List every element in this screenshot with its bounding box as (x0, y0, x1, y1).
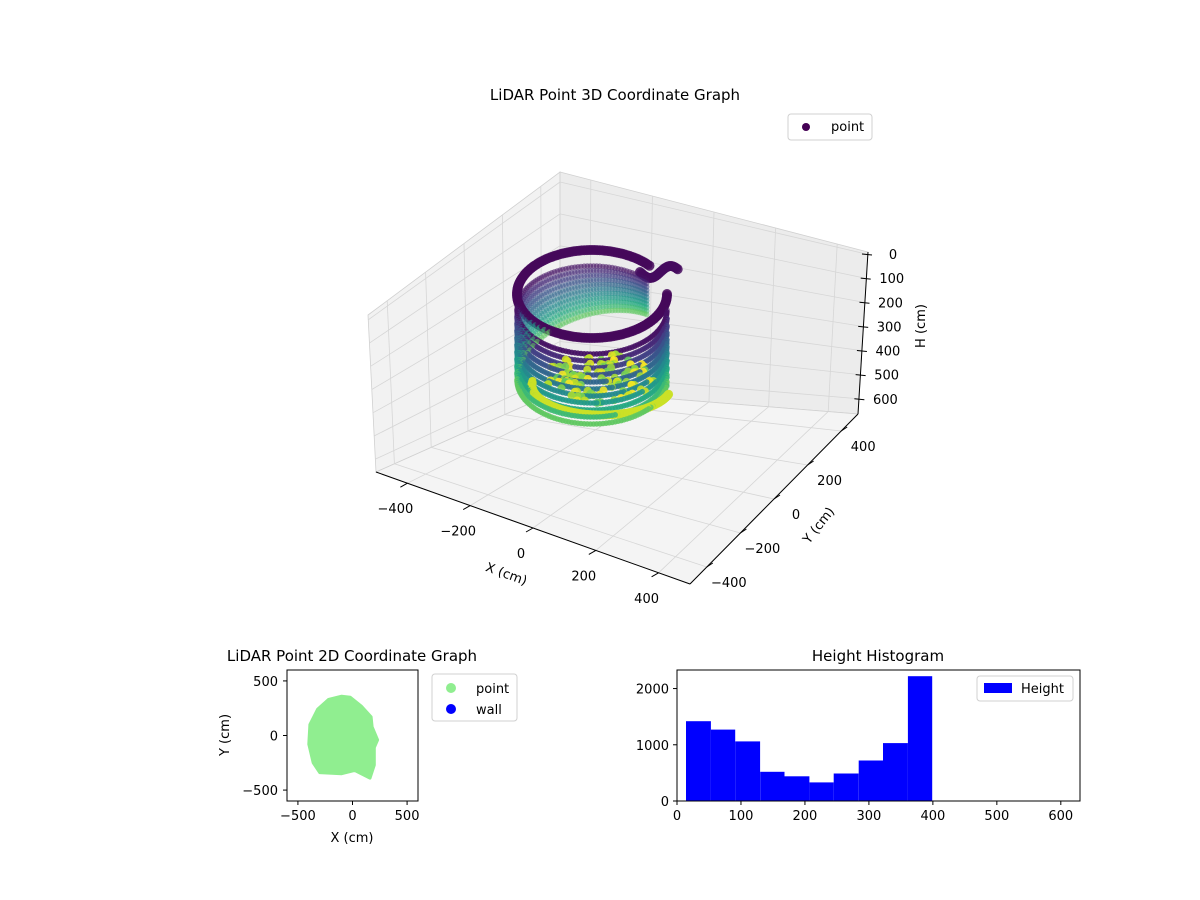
x-tick-label-hist: 600 (1048, 809, 1073, 824)
z-tick-label-3d: 100 (879, 272, 904, 287)
legend-2d: point wall (432, 674, 517, 721)
legend-2d-point-label: point (476, 682, 509, 697)
histogram-bar (785, 776, 810, 801)
legend-2d-wall-label: wall (476, 703, 502, 718)
point-3d (588, 421, 594, 427)
point-3d (588, 414, 594, 420)
x-tick-label-3d: −200 (440, 525, 476, 540)
x-tick-label-3d: 0 (517, 547, 525, 562)
y-tick-label-3d: −200 (745, 542, 781, 557)
y-tick-label-3d: 200 (817, 474, 842, 489)
y-tick-label-2d: 500 (253, 675, 278, 690)
chart-2d: LiDAR Point 2D Coordinate Graph −500−500… (218, 647, 517, 846)
x-tick-mark-3d (652, 573, 659, 577)
y-tick-label-3d: 0 (792, 508, 800, 523)
x-tick-label-hist: 200 (793, 809, 818, 824)
x-tick-label-2d: 0 (348, 809, 356, 824)
y-tick-label-hist: 1000 (636, 739, 669, 754)
legend-hist: Height (977, 676, 1073, 701)
y-tick-label-2d: 0 (270, 730, 278, 745)
point-3d (588, 393, 594, 399)
x-tick-label-hist: 500 (984, 809, 1009, 824)
legend-3d: point (788, 114, 872, 140)
z-tick-label-3d: 400 (876, 345, 901, 360)
legend-2d-point-marker (446, 683, 456, 693)
histogram-bar (859, 761, 883, 802)
histogram-bar (760, 772, 784, 801)
point-3d (673, 264, 683, 274)
point-3d (587, 333, 597, 343)
x-tick-label-3d: −400 (378, 502, 414, 517)
legend-3d-label: point (831, 120, 864, 135)
x-tick-label-2d: 500 (395, 809, 420, 824)
z-tick-label-3d: 500 (874, 369, 899, 384)
z-tick-label-3d: 300 (877, 320, 902, 335)
y-tick-label-hist: 2000 (636, 683, 669, 698)
point-3d (645, 261, 655, 271)
z-tick-label-3d: 200 (878, 296, 903, 311)
histogram-bar (883, 743, 908, 801)
x-axis-label-3d: X (cm) (483, 560, 529, 589)
point-3d (588, 400, 594, 406)
x-tick-mark-3d (463, 506, 470, 510)
y-tick-label-2d: −500 (242, 784, 278, 799)
x-tick-mark-3d (526, 528, 533, 532)
chart-2d-title: LiDAR Point 2D Coordinate Graph (227, 647, 477, 665)
x-tick-label-3d: 200 (571, 569, 596, 584)
legend-2d-wall-marker (446, 704, 456, 714)
x-tick-mark-3d (400, 483, 407, 487)
histogram-bar (834, 774, 859, 802)
x-tick-label-3d: 400 (634, 592, 659, 607)
chart-3d-title: LiDAR Point 3D Coordinate Graph (490, 86, 740, 104)
chart-3d: LiDAR Point 3D Coordinate Graph −400 −200… (368, 86, 929, 607)
z-tick-label-3d: 0 (889, 248, 897, 263)
y-axis-label-2d: Y (cm) (218, 714, 233, 757)
point-3d (588, 379, 594, 385)
x-tick-label-2d: −500 (280, 809, 316, 824)
z-tick-label-3d: 600 (873, 393, 898, 408)
legend-hist-swatch (984, 683, 1012, 693)
chart-hist: Height Histogram 0 100 200 300 400 500 600 0 100… (636, 647, 1080, 824)
x-tick-label-hist: 300 (856, 809, 881, 824)
y-tick-label-3d: −400 (711, 576, 747, 591)
histogram-bar (908, 676, 932, 801)
chart-hist-title: Height Histogram (812, 647, 944, 665)
legend-3d-marker (802, 123, 810, 131)
histogram-bar (809, 782, 833, 801)
z-axis-label-3d: H (cm) (914, 304, 929, 348)
x-tick-mark-3d (589, 550, 596, 554)
histogram-bar (711, 730, 735, 801)
point-3d (644, 312, 650, 318)
y-axis-label-3d: Y (cm) (800, 505, 838, 548)
y-tick-label-hist: 0 (661, 795, 669, 810)
x-tick-label-hist: 0 (673, 809, 681, 824)
x-tick-label-hist: 400 (920, 809, 945, 824)
histogram-bar (686, 721, 711, 801)
legend-hist-label: Height (1021, 682, 1064, 697)
histogram-bar (735, 741, 760, 801)
x-tick-label-hist: 100 (729, 809, 754, 824)
y-tick-label-3d: 400 (851, 440, 876, 455)
x-axis-label-2d: X (cm) (331, 831, 374, 846)
